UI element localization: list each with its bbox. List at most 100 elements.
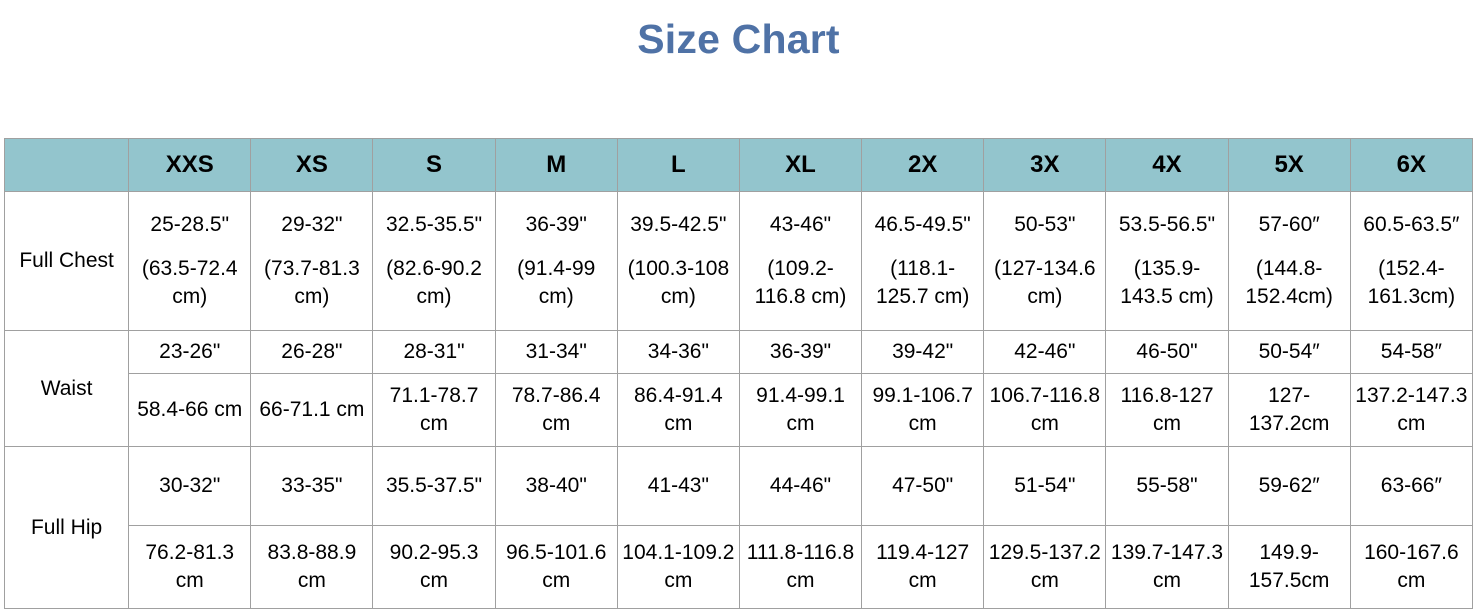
measure-cm: (152.4-161.3cm) [1367, 257, 1456, 308]
cell-full-chest-xxs: 25-28.5" (63.5-72.4 cm) [128, 191, 252, 331]
cell-waist-cm-xxs: 58.4-66 cm [128, 373, 252, 447]
header-size-l: L [616, 138, 740, 192]
table-row-waist-inches: Waist 23-26" 26-28" 28-31" 31-34" 34-36"… [3, 330, 1474, 447]
table-row-full-chest: Full Chest 25-28.5" (63.5-72.4 cm) 29-32… [3, 191, 1474, 331]
cell-full-hip-cm-s: 90.2-95.3 cm [372, 525, 496, 609]
cell-full-hip-in-3x: 51-54" [983, 446, 1107, 526]
cell-full-chest-4x: 53.5-56.5" (135.9-143.5 cm) [1105, 191, 1229, 331]
header-size-4x: 4X [1105, 138, 1229, 192]
cell-waist-in-s: 28-31" [372, 330, 496, 374]
measure-cm: (118.1-125.7 cm) [875, 257, 970, 308]
cell-full-hip-in-xs: 33-35" [250, 446, 374, 526]
measure-inches: 29-32" [281, 213, 343, 236]
cell-full-hip-cm-xxs: 76.2-81.3 cm [128, 525, 252, 609]
cell-full-hip-cm-2x: 119.4-127 cm [861, 525, 985, 609]
header-row: XXS XS S M L XL 2X 3X 4X 5X 6X [3, 138, 1474, 192]
measure-cm: (127-134.6 cm) [994, 257, 1096, 308]
cell-full-hip-cm-xl: 111.8-116.8 cm [738, 525, 863, 609]
cell-waist-cm-4x: 116.8-127 cm [1105, 373, 1229, 447]
measure-inches: 50-53" [1014, 213, 1076, 236]
page-title: Size Chart [637, 16, 840, 62]
table-body: Full Chest 25-28.5" (63.5-72.4 cm) 29-32… [3, 191, 1474, 609]
cell-full-chest-l: 39.5-42.5" (100.3-108 cm) [616, 191, 740, 331]
cell-full-hip-in-xl: 44-46" [738, 446, 863, 526]
cell-full-hip-cm-6x: 160-167.6 cm [1349, 525, 1474, 609]
cell-waist-cm-6x: 137.2-147.3 cm [1349, 373, 1474, 447]
cell-waist-cm-2x: 99.1-106.7 cm [861, 373, 985, 447]
measure-cm: (63.5-72.4 cm) [141, 257, 238, 308]
size-chart-table-wrapper: XXS XS S M L XL 2X 3X 4X 5X 6X Full Ches… [3, 138, 1474, 609]
cell-waist-in-5x: 50-54″ [1227, 330, 1351, 374]
row-label-full-chest: Full Chest [3, 191, 130, 331]
cell-waist-cm-xs: 66-71.1 cm [250, 373, 374, 447]
cell-waist-in-xs: 26-28" [250, 330, 374, 374]
cell-full-hip-in-xxs: 30-32" [128, 446, 252, 526]
size-chart-table: XXS XS S M L XL 2X 3X 4X 5X 6X Full Ches… [3, 138, 1474, 609]
measure-inches: 39.5-42.5" [630, 213, 727, 236]
cell-full-hip-in-5x: 59-62″ [1227, 446, 1351, 526]
measure-inches: 57-60″ [1258, 213, 1320, 236]
cell-full-hip-cm-xs: 83.8-88.9 cm [250, 525, 374, 609]
header-size-xxs: XXS [128, 138, 252, 192]
row-label-full-hip: Full Hip [3, 446, 130, 609]
measure-inches: 32.5-35.5" [385, 213, 483, 236]
cell-full-hip-in-s: 35.5-37.5" [372, 446, 496, 526]
measure-inches: 46.5-49.5" [874, 213, 971, 236]
row-label-waist: Waist [3, 330, 130, 447]
measure-cm: (135.9-143.5 cm) [1120, 257, 1214, 308]
cell-full-hip-in-2x: 47-50" [861, 446, 985, 526]
header-size-xl: XL [738, 138, 863, 192]
cell-waist-cm-3x: 106.7-116.8 cm [983, 373, 1107, 447]
cell-full-chest-xl: 43-46" (109.2-116.8 cm) [738, 191, 863, 331]
cell-waist-cm-s: 71.1-78.7 cm [372, 373, 496, 447]
measure-inches: 53.5-56.5" [1118, 213, 1216, 236]
header-corner-cell [3, 138, 130, 192]
cell-full-hip-cm-l: 104.1-109.2 cm [616, 525, 740, 609]
cell-waist-in-2x: 39-42" [861, 330, 985, 374]
cell-full-hip-in-l: 41-43" [616, 446, 740, 526]
measure-inches: 36-39" [525, 213, 587, 236]
cell-waist-cm-m: 78.7-86.4 cm [494, 373, 618, 447]
cell-full-chest-s: 32.5-35.5" (82.6-90.2 cm) [372, 191, 496, 331]
cell-full-hip-in-4x: 55-58" [1105, 446, 1229, 526]
cell-waist-cm-5x: 127-137.2cm [1227, 373, 1351, 447]
cell-waist-cm-l: 86.4-91.4 cm [616, 373, 740, 447]
table-row-full-hip-cm: 76.2-81.3 cm 83.8-88.9 cm 90.2-95.3 cm 9… [5, 525, 1474, 609]
cell-waist-in-xxs: 23-26" [128, 330, 252, 374]
cell-waist-in-xl: 36-39" [738, 330, 863, 374]
cell-full-chest-5x: 57-60″ (144.8-152.4cm) [1227, 191, 1351, 331]
header-size-3x: 3X [983, 138, 1107, 192]
table-header: XXS XS S M L XL 2X 3X 4X 5X 6X [3, 138, 1474, 192]
cell-waist-in-m: 31-34" [494, 330, 618, 374]
cell-waist-in-3x: 42-46" [983, 330, 1107, 374]
measure-cm: (82.6-90.2 cm) [386, 257, 482, 308]
cell-full-chest-6x: 60.5-63.5″ (152.4-161.3cm) [1349, 191, 1474, 331]
header-size-xs: XS [250, 138, 374, 192]
measure-inches: 60.5-63.5″ [1363, 213, 1460, 236]
header-size-5x: 5X [1227, 138, 1351, 192]
cell-waist-in-l: 34-36" [616, 330, 740, 374]
table-row-full-hip-inches: Full Hip 30-32" 33-35" 35.5-37.5" 38-40"… [3, 446, 1474, 609]
measure-inches: 43-46" [769, 213, 832, 236]
cell-full-hip-in-6x: 63-66″ [1349, 446, 1474, 526]
cell-full-chest-m: 36-39" (91.4-99 cm) [494, 191, 618, 331]
cell-full-hip-cm-3x: 129.5-137.2 cm [983, 525, 1107, 609]
table-row-waist-cm: 58.4-66 cm 66-71.1 cm 71.1-78.7 cm 78.7-… [5, 373, 1474, 447]
measure-cm: (144.8-152.4cm) [1245, 257, 1333, 308]
cell-full-hip-cm-5x: 149.9-157.5cm [1227, 525, 1351, 609]
cell-full-chest-xs: 29-32" (73.7-81.3 cm) [250, 191, 374, 331]
cell-waist-cm-xl: 91.4-99.1 cm [738, 373, 863, 447]
header-size-6x: 6X [1349, 138, 1474, 192]
cell-full-chest-3x: 50-53" (127-134.6 cm) [983, 191, 1107, 331]
measure-cm: (100.3-108 cm) [627, 257, 730, 308]
measure-cm: (91.4-99 cm) [517, 257, 596, 308]
measure-cm: (73.7-81.3 cm) [264, 257, 360, 308]
measure-inches: 25-28.5" [150, 213, 230, 236]
cell-full-chest-2x: 46.5-49.5" (118.1-125.7 cm) [861, 191, 985, 331]
measure-cm: (109.2-116.8 cm) [754, 257, 847, 308]
cell-full-hip-cm-m: 96.5-101.6 cm [494, 525, 618, 609]
cell-waist-in-6x: 54-58″ [1349, 330, 1474, 374]
header-size-2x: 2X [861, 138, 985, 192]
cell-waist-in-4x: 46-50" [1105, 330, 1229, 374]
